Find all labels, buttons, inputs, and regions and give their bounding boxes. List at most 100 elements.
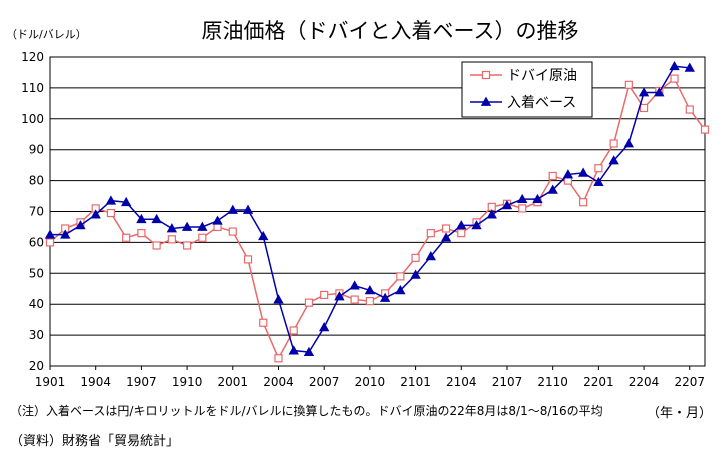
y-axis-ticks: 20 30 40 50 60 70 80 90 100 110 120 [21,50,44,373]
data-point [670,74,679,83]
series-2 [44,60,695,356]
x-tick-label: 2201 [583,375,614,389]
series-line [50,65,690,353]
x-tick-label: 2204 [629,375,660,389]
data-point [151,213,162,224]
data-point [334,291,345,301]
data-point [457,229,466,238]
data-point [638,87,650,97]
series-1 [45,74,710,363]
data-point [258,230,269,241]
x-tick-label: 2101 [400,375,431,389]
chart-title: 原油価格（ドバイと入着ベース）の推移 [202,19,579,43]
data-point [44,229,56,239]
source-note: （資料）財務省「貿易統計」 [10,434,180,449]
x-tick-label: 2001 [218,375,249,389]
y-tick-label: 110 [21,81,44,95]
data-point [379,292,391,302]
data-point [548,171,557,181]
footnote: （注）入着ベースは円/キロリットルをドル/バレルに換算したもの。ドバイ原油の22… [10,404,603,418]
x-axis-label: （年・月） [646,406,712,421]
data-point [364,284,376,295]
x-tick-label: 2010 [355,375,386,389]
y-tick-label: 90 [29,143,44,157]
line-chart: 原油価格（ドバイと入着ベース）の推移 （ドル/バレル） 20 30 40 50 60 70… [6,19,710,389]
data-point [198,233,207,242]
x-tick-label: 1904 [80,375,111,389]
x-tick-label: 2207 [674,375,705,389]
x-tick-label: 2007 [309,375,340,389]
data-point [593,176,604,187]
data-point [212,215,223,225]
data-point [320,290,329,300]
data-point [273,294,284,304]
data-point [242,204,254,214]
y-tick-label: 50 [29,266,44,280]
data-point [45,238,55,247]
x-tick-label: 2104 [446,375,477,389]
x-tick-label: 1901 [35,375,66,389]
data-point [501,200,513,210]
data-point [319,322,330,332]
data-point [411,253,420,262]
data-point [75,220,86,230]
data-point [106,208,116,218]
x-tick-label: 2004 [263,375,294,389]
data-point [90,209,101,219]
legend-label: 入着ベース [507,95,576,111]
y-tick-label: 100 [21,112,44,126]
data-point [426,229,435,238]
series-layer [44,60,710,363]
data-point [122,233,131,242]
data-point [304,298,314,307]
y-tick-label: 40 [29,297,44,311]
data-point [425,250,436,261]
data-point [228,227,237,236]
data-point [518,204,527,213]
data-point [441,224,451,233]
x-tick-label: 1910 [172,375,203,389]
y-tick-label: 20 [29,359,44,373]
data-point [152,241,161,250]
data-point [105,195,117,205]
data-point [456,220,467,230]
data-point [120,196,132,207]
data-point [197,221,208,231]
legend-label: ドバイ原油 [507,68,577,84]
y-tick-label: 30 [29,328,44,342]
x-axis-ticks: 1901 1904 1907 1910 2001 2004 2007 2010 2101 2104… [35,366,705,389]
data-point [350,295,359,304]
data-point [365,297,374,306]
y-tick-label: 120 [21,50,44,64]
y-tick-label: 70 [29,205,44,219]
data-point [577,167,589,177]
data-point [396,272,405,281]
data-point [167,235,176,244]
data-point [395,284,406,295]
data-point [349,280,360,290]
data-point [532,193,543,204]
data-point [166,223,178,233]
data-point [624,80,633,89]
data-point [594,164,603,173]
data-point [562,169,574,179]
data-point [471,220,482,230]
y-tick-label: 80 [29,174,44,188]
data-point [609,139,618,148]
data-point [654,87,665,97]
data-point [274,354,283,363]
data-point [579,198,588,207]
data-point [608,155,619,165]
legend-marker [480,96,492,106]
data-point [303,346,315,356]
y-tick-label: 60 [29,235,44,249]
x-tick-label: 2107 [492,375,523,389]
data-point [685,105,694,114]
data-point [137,229,146,238]
series-line [49,77,706,360]
y-axis-label: （ドル/バレル） [6,28,87,41]
data-point [684,62,695,72]
data-point [289,326,298,335]
data-point [639,103,649,113]
